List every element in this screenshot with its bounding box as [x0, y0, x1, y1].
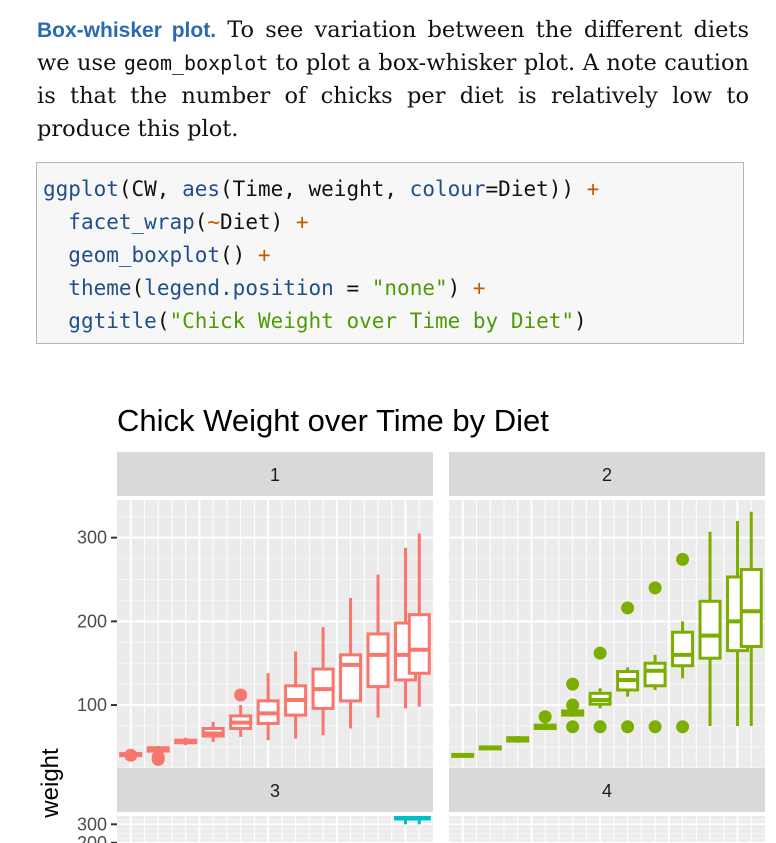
- inline-code: geom_boxplot: [123, 51, 269, 75]
- facet-strip: [117, 768, 433, 812]
- paragraph-lead: Box-whisker plot.: [37, 19, 217, 42]
- outlier-point: [621, 601, 635, 615]
- y-tick-label: 200: [77, 833, 107, 843]
- outlier-point: [593, 646, 607, 660]
- box-group: [119, 533, 431, 766]
- outlier-point: [593, 720, 607, 734]
- boxplot-figure: Chick Weight over Time by Diet weight 11…: [37, 403, 765, 843]
- paragraph-text-2: to plot a box-whisker plot. A note cauti…: [37, 50, 749, 142]
- facet-panel-2: 2: [449, 452, 765, 772]
- outlier-point: [151, 750, 165, 764]
- box-group: [394, 816, 431, 825]
- code-block: ggplot(CW, aes(Time, weight, colour=Diet…: [36, 162, 744, 344]
- box: [698, 599, 722, 660]
- outlier-point: [566, 698, 580, 712]
- y-tick-label: 300: [77, 814, 107, 834]
- facet-panel-4: 4: [449, 768, 765, 843]
- code-line-3: geom_boxplot() +: [68, 243, 271, 267]
- code-line-2: facet_wrap(~Diet) +: [68, 210, 309, 234]
- facet-strip-label: 1: [270, 465, 280, 485]
- chart-title: Chick Weight over Time by Diet: [117, 403, 549, 438]
- facet-strip: [449, 452, 765, 496]
- facet-strip: [117, 452, 433, 496]
- box: [671, 630, 695, 668]
- y-tick-label: 100: [77, 695, 107, 715]
- box: [643, 661, 667, 688]
- body-paragraph: Box-whisker plot. To see variation betwe…: [37, 14, 749, 146]
- code-line-4: theme(legend.position = "none") +: [68, 276, 486, 300]
- y-axis-label: weight: [37, 748, 64, 819]
- y-tick-label: 200: [77, 611, 107, 631]
- box: [407, 613, 431, 675]
- paragraph-text-1: To see variation between the different d…: [37, 17, 749, 76]
- outlier-point: [566, 677, 580, 691]
- facet-strip: [449, 768, 765, 812]
- outlier-point: [538, 710, 552, 724]
- outlier-point: [676, 720, 690, 734]
- outlier-point: [124, 748, 138, 762]
- outlier-point: [234, 688, 248, 702]
- box-group: [451, 511, 763, 758]
- outlier-point: [676, 552, 690, 566]
- outlier-point: [648, 720, 662, 734]
- outlier-point: [566, 720, 580, 734]
- box: [739, 567, 763, 648]
- outlier-point: [621, 720, 635, 734]
- box: [366, 632, 390, 689]
- facet-panel-3: 3100200300: [77, 768, 433, 843]
- code-line-5: ggtitle("Chick Weight over Time by Diet"…: [68, 309, 587, 333]
- code-line-1: ggplot(CW, aes(Time, weight, colour=Diet…: [43, 177, 600, 201]
- facet-panel-1: 1 100 200 300: [77, 452, 433, 772]
- facet-strip-label: 4: [602, 781, 612, 801]
- facet-strip-label: 3: [270, 781, 280, 801]
- facet-strip-label: 2: [602, 465, 612, 485]
- y-tick-label: 300: [77, 528, 107, 548]
- box: [339, 653, 363, 703]
- outlier-point: [648, 581, 662, 595]
